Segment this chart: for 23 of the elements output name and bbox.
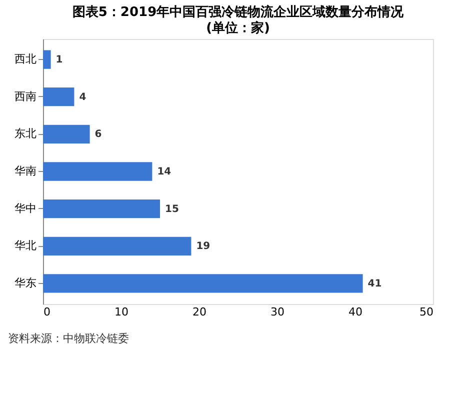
- chart-subtitle: (单位：家): [206, 20, 270, 36]
- x-tick-label: 40: [348, 306, 362, 318]
- chart-title: 图表5：2019年中国百强冷链物流企业区域数量分布情况: [72, 4, 405, 20]
- data-label: 6: [94, 129, 102, 140]
- x-tick-label: 0: [44, 306, 50, 318]
- y-tick-label: 华南: [14, 164, 36, 178]
- y-tick-label: 西北: [14, 52, 36, 66]
- text: 资料来源：中物联冷链委: [8, 332, 129, 345]
- data-label: 19: [196, 241, 210, 252]
- x-tick-label: 10: [114, 306, 128, 318]
- y-tick-label: 华北: [14, 239, 36, 252]
- data-label: 41: [368, 278, 382, 290]
- x-tick-label: 30: [270, 306, 284, 318]
- y-tick-label: 华中: [14, 202, 36, 215]
- data-label: 1: [56, 54, 63, 66]
- data-label: 15: [165, 204, 179, 215]
- data-label: 4: [79, 92, 86, 103]
- x-tick-label: 20: [192, 306, 206, 318]
- x-tick-label: 50: [420, 306, 434, 318]
- y-tick-label: 华东: [14, 276, 36, 290]
- y-tick-label: 西南: [14, 90, 36, 103]
- data-label: 14: [157, 166, 172, 178]
- y-tick-label: 东北: [14, 127, 36, 140]
